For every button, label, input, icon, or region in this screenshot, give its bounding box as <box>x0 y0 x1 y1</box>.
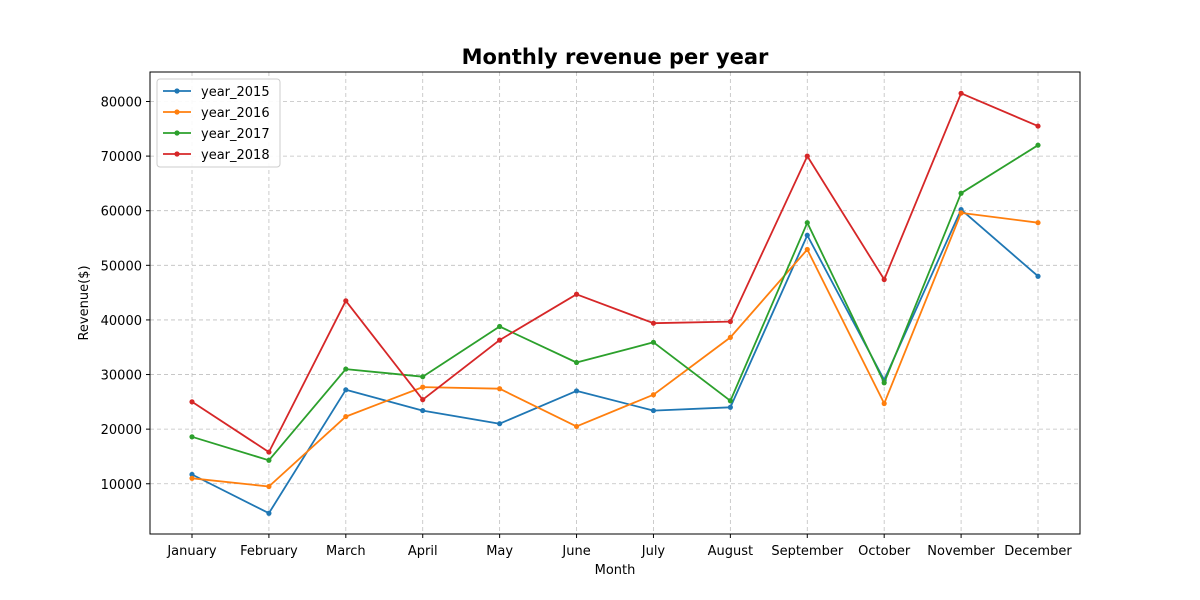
data-point <box>958 190 964 196</box>
data-point <box>804 232 810 238</box>
legend-item: year_2016 <box>163 106 270 121</box>
series-layer <box>189 90 1041 516</box>
legend-marker <box>174 130 180 136</box>
x-tick-label: March <box>326 544 366 559</box>
x-tick-label: September <box>771 544 844 559</box>
data-point <box>189 434 195 440</box>
data-point <box>804 220 810 226</box>
data-point <box>1035 142 1041 148</box>
series-line <box>191 208 1039 515</box>
legend-label: year_2015 <box>201 85 270 100</box>
chart-title: Monthly revenue per year <box>462 45 769 69</box>
data-point <box>420 397 426 403</box>
legend-label: year_2016 <box>201 106 270 121</box>
y-axis: 10000 20000 30000 40000 50000 60000 70000 80000 <box>101 95 150 493</box>
data-point <box>266 457 272 463</box>
legend-marker <box>174 88 180 94</box>
data-point <box>958 210 964 216</box>
y-tick-label: 50000 <box>101 259 142 274</box>
data-point <box>881 400 887 407</box>
data-point <box>881 276 887 283</box>
x-tick-label: June <box>561 544 590 559</box>
data-point <box>420 384 426 390</box>
series-year-2015 <box>189 207 1041 516</box>
x-tick-label: December <box>1004 544 1072 559</box>
data-point <box>343 387 349 393</box>
series-year-2017 <box>189 142 1041 463</box>
data-point <box>573 291 580 297</box>
x-tick-label: May <box>486 544 513 559</box>
y-axis-title: Revenue($) <box>77 265 92 340</box>
series-year-2016 <box>189 210 1041 490</box>
legend-item: year_2018 <box>163 148 270 163</box>
data-point <box>266 510 272 516</box>
legend-box <box>156 78 281 168</box>
x-tick-label: July <box>641 544 666 559</box>
data-point <box>1035 123 1041 129</box>
data-point <box>497 323 503 330</box>
x-axis-title: Month <box>595 563 636 578</box>
data-point <box>497 421 503 427</box>
data-point <box>727 334 733 341</box>
y-tick-label: 70000 <box>101 150 142 165</box>
legend: year_2015 year_2016 year_2017 year_2018 <box>156 78 281 168</box>
data-point <box>958 90 964 96</box>
data-point <box>266 449 272 455</box>
data-point <box>497 386 503 392</box>
x-tick-label: November <box>927 544 995 559</box>
legend-label: year_2017 <box>201 127 270 142</box>
series-year-2018 <box>189 90 1041 455</box>
data-point <box>266 483 272 490</box>
x-axis: January February March April May June July Augu… <box>166 534 1072 559</box>
data-point <box>881 380 887 386</box>
data-point <box>343 366 349 372</box>
x-tick-label: January <box>166 544 217 559</box>
legend-label: year_2018 <box>201 148 270 163</box>
data-point <box>727 318 733 325</box>
data-point <box>727 404 733 410</box>
series-line <box>191 211 1039 488</box>
data-point <box>189 471 195 478</box>
series-line <box>191 92 1039 454</box>
data-point <box>573 388 580 394</box>
series-line <box>191 144 1039 462</box>
data-point <box>727 398 733 404</box>
y-tick-label: 10000 <box>101 478 142 493</box>
data-point <box>343 413 349 420</box>
y-tick-label: 80000 <box>101 95 142 110</box>
data-point <box>1035 273 1041 279</box>
data-point <box>804 246 810 253</box>
y-tick-label: 20000 <box>101 423 142 438</box>
y-tick-label: 60000 <box>101 205 142 220</box>
legend-item: year_2017 <box>163 127 270 142</box>
data-point <box>189 399 195 405</box>
data-point <box>420 374 426 380</box>
x-tick-label: April <box>408 544 438 559</box>
legend-marker <box>174 109 180 115</box>
data-point <box>343 298 349 304</box>
data-point <box>1035 220 1041 226</box>
data-point <box>650 339 657 345</box>
plot-area-frame <box>149 71 1081 535</box>
grid-layer <box>150 72 1080 534</box>
data-point <box>650 407 657 414</box>
data-point <box>497 337 503 343</box>
y-tick-label: 40000 <box>101 314 142 329</box>
data-point <box>573 423 580 430</box>
data-point <box>573 359 580 366</box>
x-tick-label: October <box>858 544 911 559</box>
legend-marker <box>174 151 180 157</box>
data-point <box>420 407 426 414</box>
legend-item: year_2015 <box>163 85 270 100</box>
data-point <box>650 320 657 326</box>
data-point <box>804 153 810 159</box>
x-tick-label: August <box>708 544 754 559</box>
y-tick-label: 30000 <box>101 369 142 384</box>
x-tick-label: February <box>240 544 298 559</box>
data-point <box>650 392 657 398</box>
data-point <box>189 475 195 481</box>
